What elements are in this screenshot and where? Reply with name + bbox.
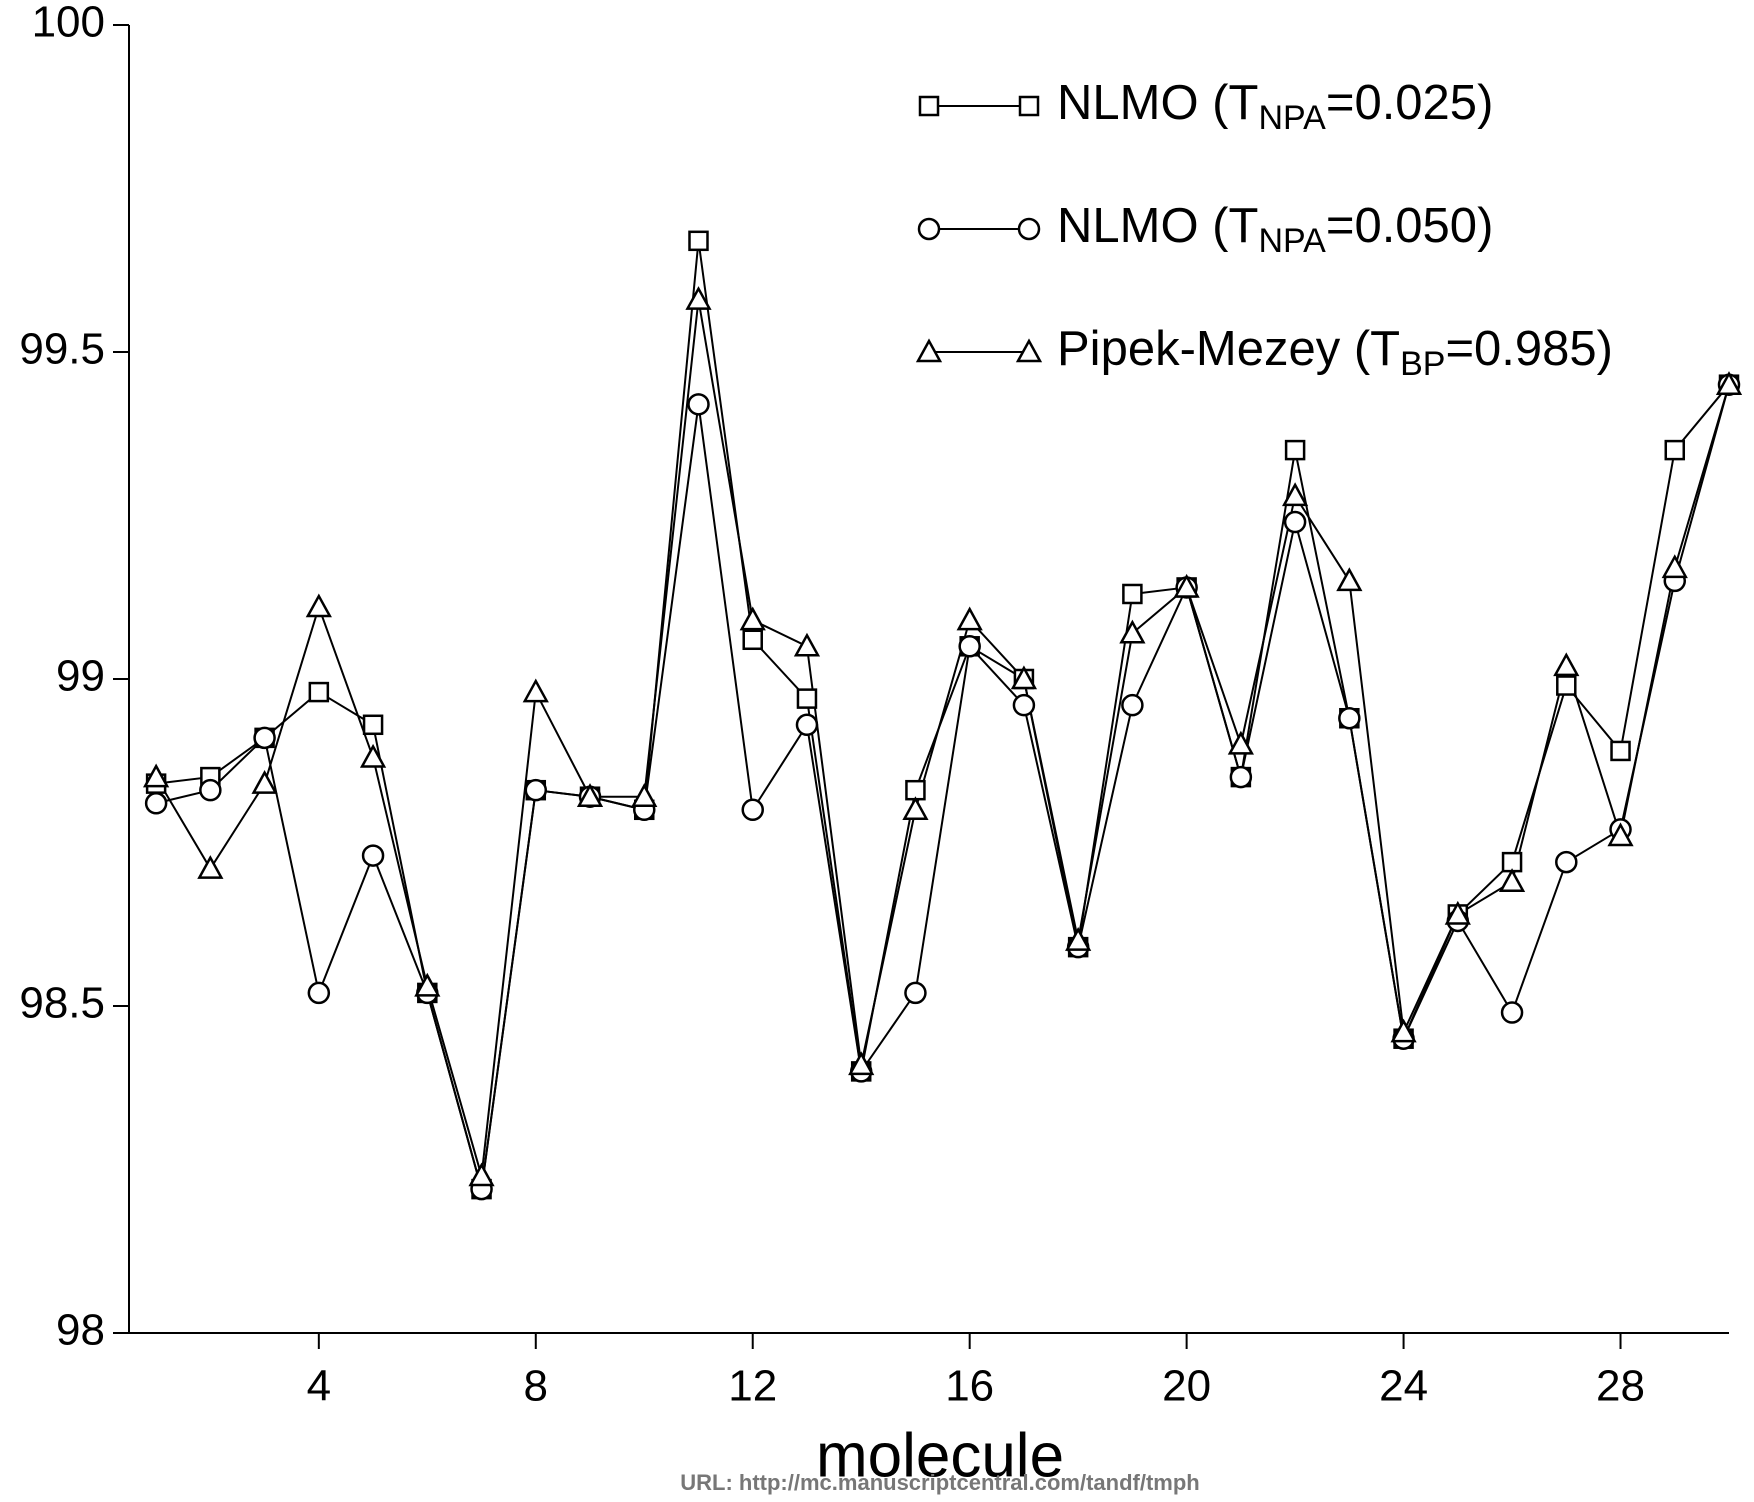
marker-triangle bbox=[902, 796, 929, 821]
legend-label-part: =0.025) bbox=[1326, 76, 1494, 130]
marker-triangle bbox=[1010, 665, 1038, 690]
marker-triangle bbox=[576, 783, 604, 807]
marker-triangle bbox=[1444, 900, 1471, 925]
marker-square bbox=[1664, 439, 1686, 461]
y-tick-label: 98.5 bbox=[19, 979, 105, 1028]
marker-circle bbox=[1500, 1001, 1524, 1024]
marker-triangle bbox=[414, 972, 441, 997]
legend-marker bbox=[1015, 338, 1043, 363]
marker-circle bbox=[361, 844, 385, 867]
marker-triangle bbox=[1390, 1018, 1417, 1043]
x-tick-label: 12 bbox=[728, 1362, 777, 1411]
marker-square bbox=[1556, 675, 1577, 696]
marker-triangle bbox=[631, 783, 658, 807]
legend-marker bbox=[1018, 95, 1040, 117]
marker-triangle bbox=[359, 743, 387, 768]
marker-triangle bbox=[251, 770, 278, 794]
x-tick-label: 28 bbox=[1596, 1362, 1645, 1411]
marker-circle bbox=[904, 981, 927, 1005]
marker-square bbox=[1122, 583, 1143, 605]
legend-label-part: NLMO (T bbox=[1057, 199, 1258, 253]
marker-triangle bbox=[1336, 567, 1363, 592]
legend-label-part: NLMO (T bbox=[1057, 76, 1258, 130]
marker-triangle bbox=[848, 1051, 875, 1076]
marker-triangle bbox=[143, 763, 170, 788]
marker-circle bbox=[687, 393, 710, 416]
y-tick-label: 98 bbox=[56, 1306, 105, 1355]
x-axis-label: molecule bbox=[816, 1421, 1064, 1490]
marker-triangle bbox=[1607, 822, 1634, 847]
marker-triangle bbox=[1715, 371, 1743, 395]
x-tick-label: 4 bbox=[307, 1362, 331, 1411]
marker-square bbox=[742, 629, 763, 651]
marker-square bbox=[688, 230, 709, 252]
x-tick-label: 16 bbox=[945, 1362, 994, 1411]
legend-label-part: Pipek-Mezey (T bbox=[1057, 322, 1400, 376]
marker-triangle bbox=[522, 678, 549, 703]
marker-circle bbox=[1121, 693, 1144, 717]
marker-triangle bbox=[1227, 730, 1254, 755]
legend-label: NLMO (TNPA=0.025) bbox=[1057, 76, 1493, 137]
marker-circle bbox=[1555, 850, 1578, 874]
marker-triangle bbox=[739, 606, 766, 631]
legend-label: Pipek-Mezey (TBP=0.985) bbox=[1057, 322, 1613, 383]
marker-circle bbox=[199, 778, 222, 802]
marker-triangle bbox=[793, 632, 821, 657]
marker-square bbox=[1284, 439, 1306, 461]
marker-triangle bbox=[197, 855, 224, 879]
marker-circle bbox=[741, 798, 764, 822]
marker-circle bbox=[524, 778, 548, 802]
marker-triangle bbox=[956, 606, 983, 631]
marker-circle bbox=[307, 981, 331, 1005]
marker-triangle bbox=[1498, 868, 1526, 892]
marker-triangle bbox=[1661, 554, 1688, 579]
marker-triangle bbox=[1119, 619, 1146, 644]
marker-circle bbox=[958, 635, 981, 658]
marker-square bbox=[362, 714, 384, 736]
marker-circle bbox=[1283, 510, 1307, 534]
marker-triangle bbox=[685, 286, 712, 310]
marker-triangle bbox=[1553, 652, 1580, 677]
y-tick-label: 99 bbox=[56, 652, 105, 701]
legend-marker bbox=[918, 95, 940, 117]
legend-label-part: =0.985) bbox=[1445, 322, 1613, 376]
marker-circle bbox=[144, 792, 168, 815]
x-tick-label: 24 bbox=[1379, 1362, 1428, 1411]
legend-label-part: =0.050) bbox=[1326, 199, 1494, 253]
legend-marker bbox=[1017, 217, 1041, 241]
marker-square bbox=[796, 688, 818, 709]
marker-triangle bbox=[1065, 927, 1092, 951]
legend-marker bbox=[917, 217, 941, 241]
legend-marker bbox=[915, 338, 943, 363]
series-line bbox=[155, 299, 1730, 1177]
x-tick-label: 20 bbox=[1162, 1362, 1211, 1411]
marker-circle bbox=[1338, 706, 1361, 730]
marker-triangle bbox=[1281, 482, 1309, 507]
marker-triangle bbox=[468, 1162, 495, 1187]
marker-square bbox=[308, 681, 330, 703]
marker-circle bbox=[1012, 693, 1036, 717]
y-tick-label: 100 bbox=[32, 0, 105, 47]
legend-label: NLMO (TNPA=0.050) bbox=[1057, 199, 1493, 260]
marker-triangle bbox=[1173, 573, 1200, 598]
legend-label-part: BP bbox=[1400, 345, 1445, 383]
marker-circle bbox=[1229, 765, 1253, 789]
series-line bbox=[155, 384, 1730, 1190]
legend-label-part: NPA bbox=[1258, 222, 1326, 260]
footer: URL: http://mc.manuscriptcentral.com/tan… bbox=[680, 1470, 1199, 1495]
x-tick-label: 8 bbox=[524, 1362, 548, 1411]
marker-circle bbox=[253, 726, 276, 750]
legend-label-part: NPA bbox=[1258, 99, 1326, 137]
marker-square bbox=[1610, 740, 1631, 762]
y-tick-label: 99.5 bbox=[19, 325, 105, 374]
marker-triangle bbox=[305, 593, 332, 618]
marker-circle bbox=[795, 713, 819, 737]
